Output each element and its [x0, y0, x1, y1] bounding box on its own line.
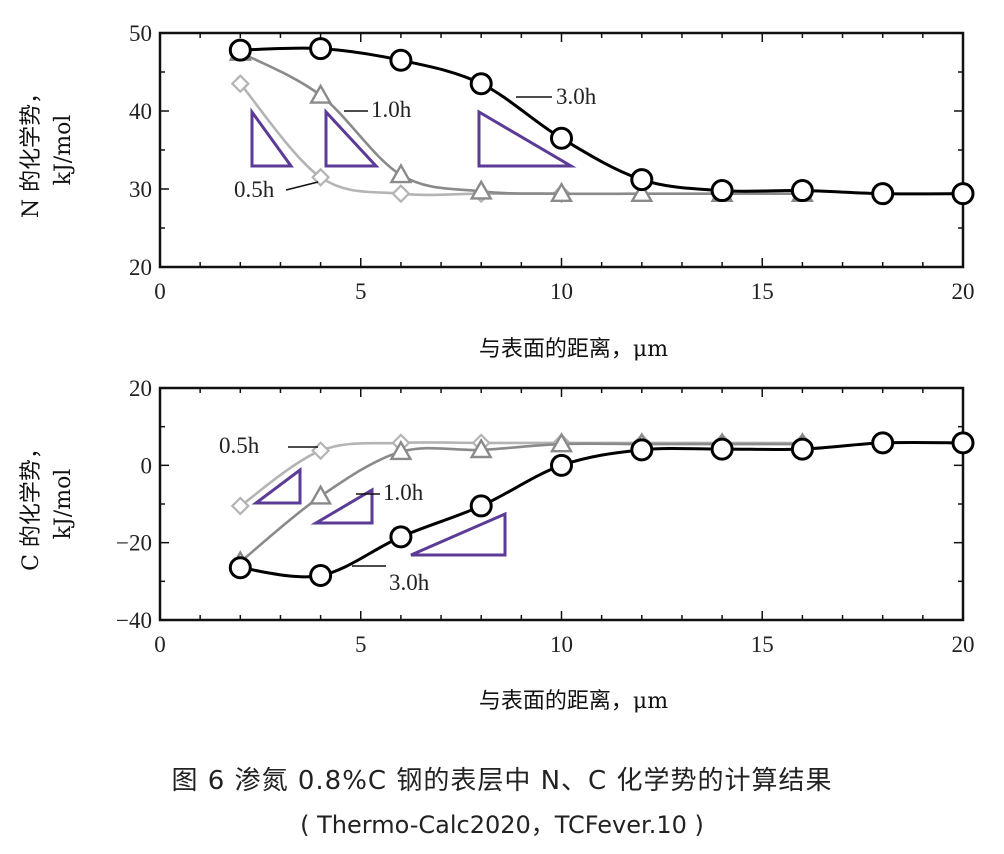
- data-point-circle: [951, 431, 975, 455]
- data-point-triangle: [630, 181, 654, 203]
- x-tick-label: 20: [952, 632, 975, 657]
- x-tick-label: 15: [751, 632, 774, 657]
- y-tick-label: −40: [116, 608, 152, 633]
- slope-triangle: [324, 108, 380, 168]
- data-point-circle: [389, 48, 413, 72]
- data-point-triangle: [549, 181, 574, 203]
- y-axis-title-unit: kJ/mol: [51, 115, 76, 186]
- data-point-triangle: [389, 163, 413, 184]
- data-point-diamond: [391, 184, 411, 204]
- data-point-circle: [469, 72, 493, 96]
- data-point-triangle: [309, 83, 333, 104]
- data-point-circle: [790, 437, 814, 461]
- data-point-circle: [228, 38, 252, 62]
- series-label: 3.0h: [389, 570, 430, 595]
- figure-caption-subtitle: ( Thermo-Calc2020，TCFever.10 ): [300, 811, 704, 839]
- data-point-circle: [871, 182, 895, 206]
- data-point-circle: [469, 494, 493, 518]
- data-point-circle: [951, 182, 975, 206]
- series-3-0h: [228, 431, 975, 588]
- slope-triangle: [250, 107, 294, 168]
- data-point-circle: [228, 556, 252, 580]
- x-tick-label: 15: [751, 279, 774, 304]
- series-label: 0.5h: [219, 433, 260, 458]
- data-point-circle: [871, 431, 895, 455]
- y-axis-title: N 的化学势，: [19, 82, 44, 218]
- y-tick-label: 40: [129, 99, 152, 124]
- data-point-triangle: [469, 437, 493, 459]
- slope-triangle: [251, 467, 302, 505]
- data-point-circle: [389, 525, 413, 549]
- y-tick-label: 50: [129, 21, 152, 46]
- y-tick-label: 20: [129, 255, 152, 280]
- data-point-circle: [630, 438, 654, 462]
- y-tick-label: 20: [129, 376, 152, 401]
- data-point-triangle: [389, 439, 413, 461]
- series-label: 1.0h: [371, 97, 412, 122]
- data-point-circle: [710, 179, 734, 203]
- series-label: 1.0h: [383, 480, 424, 505]
- data-point-circle: [790, 179, 814, 203]
- series-label: 0.5h: [234, 177, 275, 202]
- data-point-diamond: [311, 441, 331, 461]
- chart-panel-1: 0 5 10 15 20 20 30 40 50 与表面的距离，μm N 的化学势， kJ/mol 3.…: [19, 21, 975, 362]
- data-point-circle: [550, 126, 573, 150]
- data-point-diamond: [230, 74, 250, 94]
- data-point-triangle: [309, 484, 333, 505]
- x-axis-title: 与表面的距离，μm: [479, 689, 668, 714]
- series-label: 3.0h: [556, 84, 597, 109]
- x-tick-label: 10: [550, 632, 573, 657]
- data-point-diamond: [230, 496, 250, 516]
- slope-triangle: [310, 487, 374, 525]
- series-line: [240, 46, 964, 196]
- x-axis-title: 与表面的距离，μm: [479, 337, 668, 362]
- data-point-triangle: [549, 432, 574, 453]
- data-point-circle: [630, 168, 654, 192]
- x-tick-label: 0: [154, 279, 166, 304]
- y-tick-label: 0: [141, 453, 153, 478]
- data-point-triangle: [469, 179, 493, 200]
- data-point-circle: [710, 437, 734, 461]
- slope-triangle: [477, 109, 577, 168]
- chart-panel-2: 0 5 10 15 20 −40 −20 0 20 与表面的距离，μm C 的化学势， kJ/mol 3…: [19, 376, 975, 714]
- series-3-0h: [228, 37, 975, 206]
- x-tick-label: 0: [154, 632, 166, 657]
- series-label-leader: [285, 181, 319, 191]
- x-tick-label: 20: [952, 279, 975, 304]
- x-tick-label: 10: [550, 279, 573, 304]
- series-line: [240, 440, 964, 579]
- data-point-circle: [309, 564, 333, 588]
- figure-caption-title: 图 6 渗氮 0.8%C 钢的表层中 N、C 化学势的计算结果: [171, 766, 833, 796]
- data-point-diamond: [311, 167, 331, 187]
- y-tick-label: 30: [129, 177, 152, 202]
- x-tick-label: 5: [355, 632, 367, 657]
- data-point-circle: [309, 37, 333, 61]
- y-tick-label: −20: [116, 531, 152, 556]
- slope-triangle: [410, 511, 507, 557]
- x-tick-label: 5: [355, 279, 367, 304]
- y-axis-title: C 的化学势，: [19, 437, 44, 571]
- y-axis-title-unit: kJ/mol: [51, 469, 76, 540]
- data-point-circle: [550, 453, 573, 477]
